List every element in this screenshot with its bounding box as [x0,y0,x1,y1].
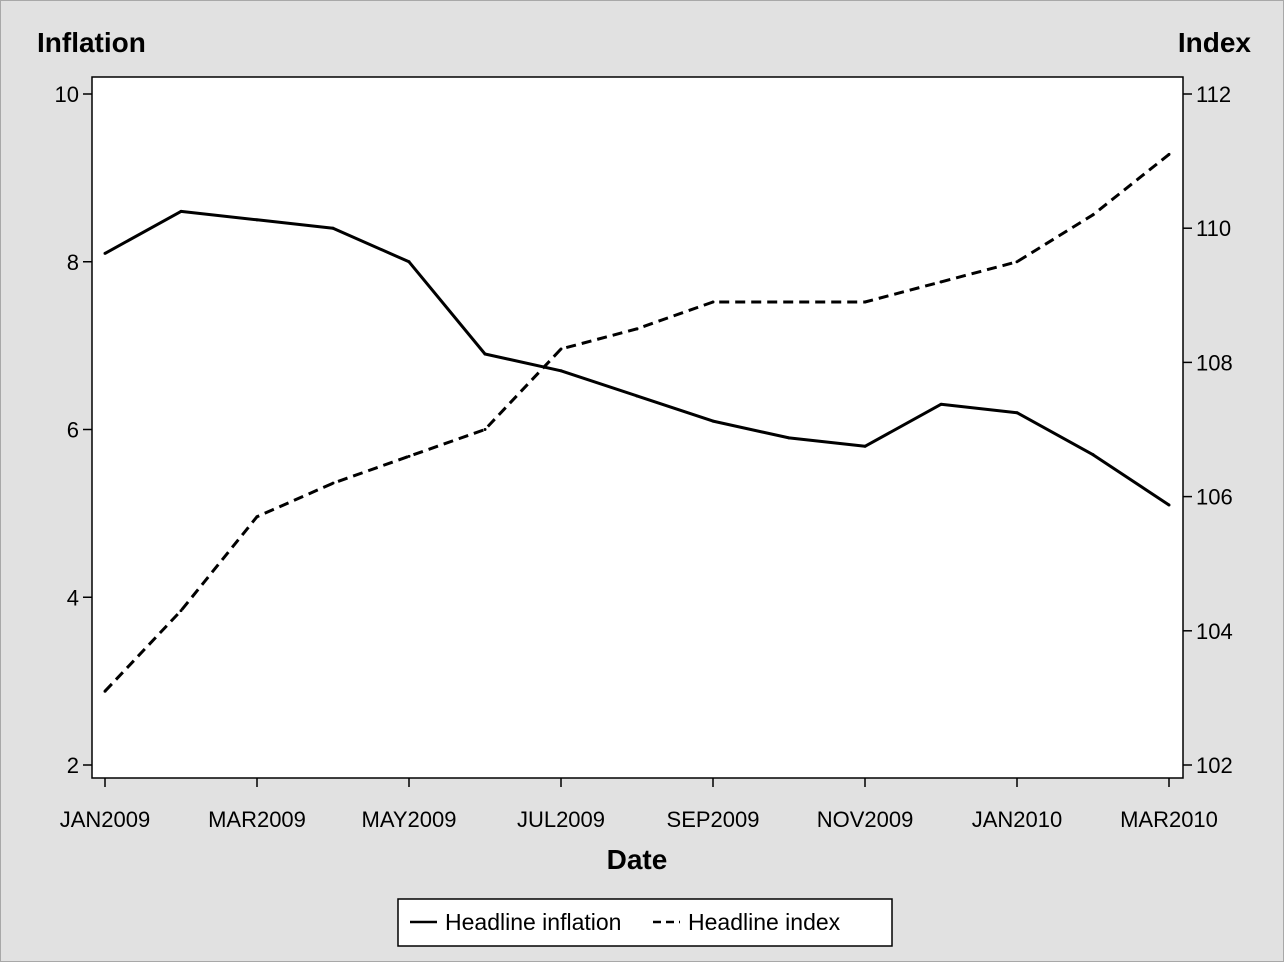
x-axis-title: Date [607,844,668,875]
right-y-tick-label-104: 104 [1196,619,1233,644]
legend-box [397,898,893,947]
x-tick-label-jan2010: JAN2010 [972,807,1063,832]
left-y-tick-label-2: 2 [67,753,79,778]
data-point-headline-index-may2009 [407,454,411,458]
data-point-headline-index-apr2009 [331,481,335,485]
right-y-tick-label-110: 110 [1196,216,1231,241]
data-point-headline-inflation-nov2009 [863,444,867,448]
data-point-headline-index-mar2009 [255,515,259,519]
right-y-tick-label-108: 108 [1196,350,1233,375]
right-y-axis: 102 104 106 108 110 112 [1183,82,1233,778]
data-point-headline-inflation-may2009 [407,260,411,264]
data-point-headline-inflation-jun2009 [483,352,487,356]
data-point-headline-index-sep2009 [711,300,715,304]
data-point-headline-inflation-jan2009 [103,251,107,255]
x-tick-label-mar2010: MAR2010 [1120,807,1218,832]
data-point-headline-inflation-mar2010 [1167,503,1171,507]
x-tick-label-jan2009: JAN2009 [60,807,151,832]
data-point-headline-index-jul2009 [559,347,563,351]
x-tick-label-may2009: MAY2009 [362,807,457,832]
data-point-headline-inflation-aug2009 [635,394,639,398]
right-y-tick-label-102: 102 [1196,753,1233,778]
left-y-axis: 2 4 6 8 10 [55,82,92,778]
legend: Headline inflation Headline index [397,898,893,947]
data-point-headline-inflation-apr2009 [331,226,335,230]
left-y-tick-label-4: 4 [67,585,79,610]
data-point-headline-index-feb2009 [179,609,183,613]
data-point-headline-index-mar2010 [1167,152,1171,156]
data-point-headline-inflation-feb2010 [1091,453,1095,457]
legend-label-headline-index: Headline index [688,909,841,935]
data-point-headline-index-oct2009 [787,300,791,304]
x-tick-label-mar2009: MAR2009 [208,807,306,832]
data-point-headline-inflation-mar2009 [255,218,259,222]
right-y-tick-label-112: 112 [1196,82,1231,107]
legend-label-headline-inflation: Headline inflation [445,909,621,935]
data-point-headline-inflation-dec2009 [939,402,943,406]
x-tick-label-sep2009: SEP2009 [667,807,760,832]
data-point-headline-inflation-sep2009 [711,419,715,423]
data-point-headline-index-jun2009 [483,428,487,431]
data-point-headline-index-jan2009 [103,689,107,693]
data-point-headline-inflation-jul2009 [559,369,563,373]
left-axis-title: Inflation [37,27,146,58]
data-point-headline-index-nov2009 [863,300,867,304]
data-point-headline-inflation-oct2009 [787,436,791,440]
data-point-headline-index-feb2010 [1091,213,1095,217]
data-point-headline-index-jan2010 [1015,260,1019,264]
right-y-tick-label-106: 106 [1196,485,1233,510]
data-point-headline-inflation-jan2010 [1015,411,1019,415]
x-tick-label-jul2009: JUL2009 [517,807,605,832]
left-y-tick-label-8: 8 [67,250,79,275]
data-point-headline-index-dec2009 [939,280,943,284]
left-y-tick-label-6: 6 [67,418,79,443]
left-y-tick-label-10: 10 [55,82,79,107]
plot-area [91,76,1184,779]
data-point-headline-index-aug2009 [635,327,639,331]
x-axis: JAN2009 MAR2009 MAY2009 JUL2009 SEP2009 NOV20… [60,778,1218,832]
data-points-layer [103,152,1171,693]
right-axis-title: Index [1178,27,1252,58]
data-point-headline-inflation-feb2009 [179,209,183,213]
x-tick-label-nov2009: NOV2009 [817,807,914,832]
